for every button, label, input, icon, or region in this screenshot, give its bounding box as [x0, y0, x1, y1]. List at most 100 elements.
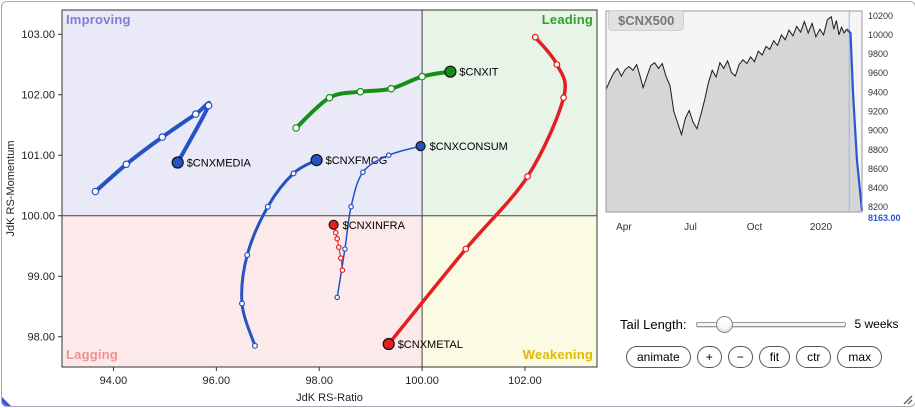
svg-text:100.00: 100.00: [405, 375, 439, 387]
quadrant-label-lagging: Lagging: [66, 347, 118, 362]
price-highlight-line: [845, 28, 864, 211]
svg-text:96.00: 96.00: [203, 375, 231, 387]
tail-length-label: Tail Length:: [620, 316, 687, 332]
tail-point: [342, 246, 348, 252]
security-dot[interactable]: [444, 65, 457, 78]
fit-button[interactable]: fit: [758, 346, 791, 368]
tail-point: [290, 170, 297, 177]
tail-point: [91, 187, 100, 196]
price-y-tick: 9200: [868, 107, 888, 117]
tail-length-value: 5 weeks: [854, 317, 899, 331]
price-area: [606, 16, 862, 213]
tail-point: [122, 160, 131, 169]
tail-point: [325, 93, 334, 102]
tail-point: [385, 152, 392, 159]
price-chart-title: $CNX500: [608, 10, 685, 31]
security-tail: [336, 145, 422, 299]
svg-text:101.00: 101.00: [21, 150, 55, 162]
svg-text:103.00: 103.00: [21, 29, 55, 41]
price-y-tick: 8200: [868, 202, 888, 212]
security-dot[interactable]: [415, 141, 426, 152]
quadrant-label-weakening: Weakening: [522, 347, 593, 362]
price-line: [605, 15, 848, 137]
tail-point: [360, 169, 366, 176]
price-y-tick: 8400: [868, 183, 888, 193]
tail-point: [264, 203, 271, 210]
tail-point: [418, 72, 426, 81]
svg-text:100.00: 100.00: [21, 211, 55, 223]
security-dot[interactable]: [171, 156, 184, 169]
price-y-tick: 8600: [868, 164, 888, 174]
tail-point: [462, 245, 470, 253]
security-label: $CNXINFRA: [343, 220, 406, 232]
slider-handle[interactable]: [715, 316, 733, 333]
tail-point: [348, 203, 354, 210]
security-label: $CNXCONSUM: [430, 141, 508, 153]
security-label: $CNXFMCG: [326, 155, 388, 167]
center-button[interactable]: ctr: [796, 346, 832, 368]
zoom-in-button[interactable]: +: [696, 346, 722, 368]
tail-point: [239, 300, 246, 307]
quadrant-label-improving: Improving: [66, 12, 131, 27]
security-label: $CNXMETAL: [398, 339, 463, 351]
svg-text:94.00: 94.00: [100, 375, 128, 387]
rrg-chart-area: 94.00 96.00 98.00 100.00 102.00 98.00 99.00 100…: [2, 2, 602, 406]
price-y-tick: 10000: [868, 30, 893, 40]
tail-point: [334, 235, 341, 242]
security-label: $CNXMEDIA: [187, 158, 252, 170]
tail-point: [191, 110, 200, 118]
svg-text:98.00: 98.00: [27, 332, 55, 344]
zoom-out-button[interactable]: −: [727, 346, 753, 368]
tail-point: [292, 124, 300, 132]
price-x-tick: Oct: [747, 222, 763, 233]
svg-text:102.00: 102.00: [508, 375, 542, 387]
price-x-tick: 2020: [810, 222, 833, 233]
price-y-tick: 10200: [868, 11, 893, 21]
rrg-chart[interactable]: 94.00 96.00 98.00 100.00 102.00 98.00 99.00 100…: [2, 2, 602, 406]
tail-point: [387, 84, 396, 93]
slider-track[interactable]: [695, 322, 846, 327]
security-dot[interactable]: [328, 219, 339, 230]
benchmark-price-chart: 10200 10000 9800 9600 9400 9200 9000 8800 8600 84…: [605, 10, 901, 233]
tail-point: [332, 229, 339, 236]
tail-point: [158, 133, 167, 141]
tail-point: [356, 87, 365, 96]
page-corner-artifact: [2, 397, 11, 406]
svg-text:99.00: 99.00: [27, 271, 55, 283]
chart-buttons: animate + − fit ctr max: [626, 346, 883, 368]
tail-point: [560, 94, 567, 102]
quadrant-weakening: [422, 215, 597, 367]
price-y-tick: 9600: [868, 68, 888, 78]
svg-text:102.00: 102.00: [21, 90, 55, 102]
benchmark-panel: 10200 10000 9800 9600 9400 9200 9000 8800 8600 84…: [604, 6, 912, 402]
svg-text:98.00: 98.00: [305, 375, 333, 387]
tail-point: [337, 255, 344, 261]
max-button[interactable]: max: [837, 346, 883, 368]
tail-length-control: Tail Length: 5 weeks: [620, 316, 905, 333]
price-y-tick: 8800: [868, 145, 888, 155]
price-y-tick: 9000: [868, 126, 888, 136]
quadrant-label-leading: Leading: [541, 12, 593, 27]
security-label: $CNXIT: [459, 67, 498, 79]
last-price-label: 8163.00: [868, 213, 901, 223]
tail-point: [553, 61, 561, 68]
quadrant-leading: [422, 10, 597, 216]
tail-point: [244, 252, 251, 259]
tail-length-slider[interactable]: [695, 316, 846, 333]
tail-point: [204, 101, 213, 110]
security-dot[interactable]: [310, 154, 323, 167]
tail-point: [339, 267, 346, 274]
animate-button[interactable]: animate: [626, 346, 691, 368]
price-y-tick: 9400: [868, 87, 888, 97]
tail-point: [334, 294, 341, 301]
tail-point: [335, 244, 342, 251]
tail-point: [251, 342, 258, 349]
x-axis-label: JdK RS-Ratio: [296, 392, 363, 404]
price-x-tick: Apr: [616, 222, 632, 233]
security-dot[interactable]: [382, 337, 395, 351]
price-x-tick: Jul: [684, 222, 697, 233]
price-y-tick: 9800: [868, 49, 888, 59]
resize-handle[interactable]: [901, 393, 913, 405]
tail-point: [524, 172, 531, 180]
